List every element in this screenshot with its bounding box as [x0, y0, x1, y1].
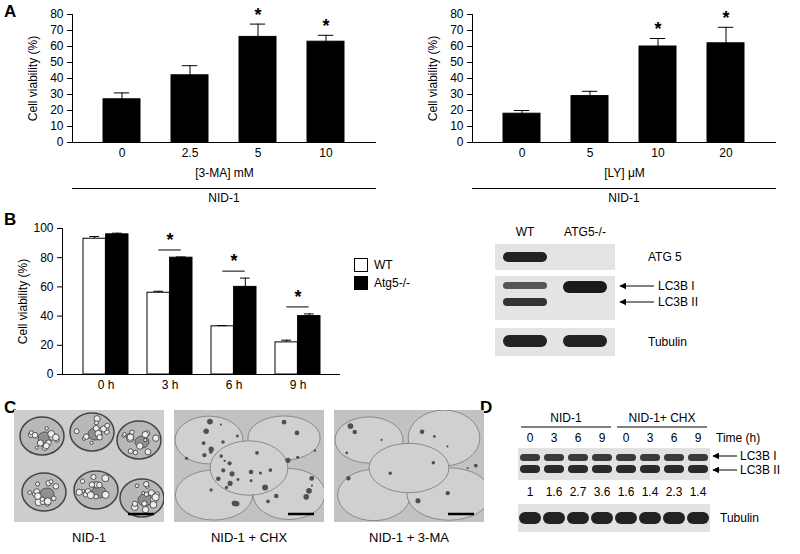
- svg-text:0: 0: [119, 146, 126, 160]
- svg-text:0 h: 0 h: [98, 378, 115, 392]
- svg-text:30: 30: [450, 87, 464, 101]
- html-text:Atg5-/-: Atg5-/-: [374, 276, 410, 290]
- svg-text:ATG 5: ATG 5: [648, 250, 682, 264]
- html-text:NID-1 + 3-MA: NID-1 + 3-MA: [369, 530, 449, 545]
- svg-text:3: 3: [647, 431, 654, 445]
- svg-text:80: 80: [40, 251, 54, 265]
- svg-text:Cell viability (%): Cell viability (%): [16, 259, 30, 344]
- svg-text:3: 3: [551, 431, 558, 445]
- html-text:B: B: [4, 210, 17, 229]
- svg-text:[3-MA] mM: [3-MA] mM: [195, 166, 254, 180]
- svg-text:NID-1+ CHX: NID-1+ CHX: [628, 411, 695, 425]
- svg-text:Cell viability (%): Cell viability (%): [26, 36, 40, 121]
- svg-text:*: *: [322, 16, 329, 36]
- svg-text:10: 10: [50, 119, 64, 133]
- svg-text:5: 5: [255, 146, 262, 160]
- svg-text:50: 50: [50, 55, 64, 69]
- svg-text:LC3B I: LC3B I: [740, 449, 777, 463]
- svg-text:Tubulin: Tubulin: [720, 511, 759, 525]
- svg-text:*: *: [294, 287, 301, 307]
- svg-text:1.6: 1.6: [618, 485, 635, 499]
- html-text:C: C: [4, 398, 17, 417]
- svg-text:*: *: [230, 251, 237, 271]
- svg-text:0: 0: [519, 146, 526, 160]
- svg-text:0: 0: [47, 367, 54, 381]
- svg-text:LC3B II: LC3B II: [740, 463, 780, 477]
- svg-text:*: *: [722, 8, 729, 28]
- svg-text:5: 5: [587, 146, 594, 160]
- svg-text:6 h: 6 h: [226, 378, 243, 392]
- svg-text:40: 40: [50, 71, 64, 85]
- svg-text:30: 30: [50, 87, 64, 101]
- svg-text:*: *: [654, 19, 661, 39]
- svg-text:2.5: 2.5: [182, 146, 199, 160]
- svg-text:10: 10: [319, 146, 333, 160]
- svg-text:40: 40: [40, 309, 54, 323]
- svg-text:WT: WT: [516, 225, 535, 239]
- svg-text:9: 9: [599, 431, 606, 445]
- svg-text:10: 10: [651, 146, 665, 160]
- svg-text:20: 20: [719, 146, 733, 160]
- svg-text:1.4: 1.4: [642, 485, 659, 499]
- html-text:NID-1: NID-1: [608, 191, 640, 205]
- svg-text:9: 9: [695, 431, 702, 445]
- svg-text:0: 0: [623, 431, 630, 445]
- svg-text:*: *: [166, 230, 173, 250]
- html-text:NID-1 + CHX: NID-1 + CHX: [210, 530, 288, 545]
- html-text:D: D: [480, 398, 493, 417]
- svg-text:*: *: [254, 5, 261, 25]
- svg-text:100: 100: [33, 221, 53, 235]
- svg-text:Cell viability (%): Cell viability (%): [426, 36, 440, 121]
- svg-text:80: 80: [450, 7, 464, 21]
- svg-text:6: 6: [575, 431, 582, 445]
- svg-text:Time (h): Time (h): [716, 431, 760, 445]
- svg-text:9 h: 9 h: [290, 378, 307, 392]
- svg-text:3.6: 3.6: [594, 485, 611, 499]
- svg-text:70: 70: [450, 23, 464, 37]
- svg-text:70: 70: [50, 23, 64, 37]
- svg-text:ATG5-/-: ATG5-/-: [564, 225, 606, 239]
- svg-text:LC3B I: LC3B I: [658, 279, 695, 293]
- svg-text:60: 60: [450, 39, 464, 53]
- html-text:NID-1: NID-1: [208, 191, 240, 205]
- svg-text:[LY] μM: [LY] μM: [604, 166, 645, 180]
- svg-text:10: 10: [450, 119, 464, 133]
- svg-text:60: 60: [40, 280, 54, 294]
- svg-text:0: 0: [457, 135, 464, 149]
- svg-text:40: 40: [450, 71, 464, 85]
- svg-text:NID-1: NID-1: [550, 411, 582, 425]
- svg-text:2.3: 2.3: [666, 485, 683, 499]
- svg-text:60: 60: [50, 39, 64, 53]
- html-text:WT: WT: [374, 258, 393, 272]
- svg-text:6: 6: [671, 431, 678, 445]
- svg-text:Tubulin: Tubulin: [648, 335, 687, 349]
- svg-text:20: 20: [40, 338, 54, 352]
- svg-text:50: 50: [450, 55, 464, 69]
- svg-text:2.7: 2.7: [570, 485, 587, 499]
- svg-text:0: 0: [57, 135, 64, 149]
- svg-text:3 h: 3 h: [162, 378, 179, 392]
- svg-text:80: 80: [50, 7, 64, 21]
- svg-text:20: 20: [450, 103, 464, 117]
- svg-text:LC3B II: LC3B II: [658, 295, 698, 309]
- svg-text:20: 20: [50, 103, 64, 117]
- svg-text:0: 0: [527, 431, 534, 445]
- svg-text:1.6: 1.6: [546, 485, 563, 499]
- svg-text:1.4: 1.4: [690, 485, 707, 499]
- html-text:NID-1: NID-1: [72, 530, 106, 545]
- svg-text:1: 1: [527, 485, 534, 499]
- html-text:A: A: [4, 2, 17, 21]
